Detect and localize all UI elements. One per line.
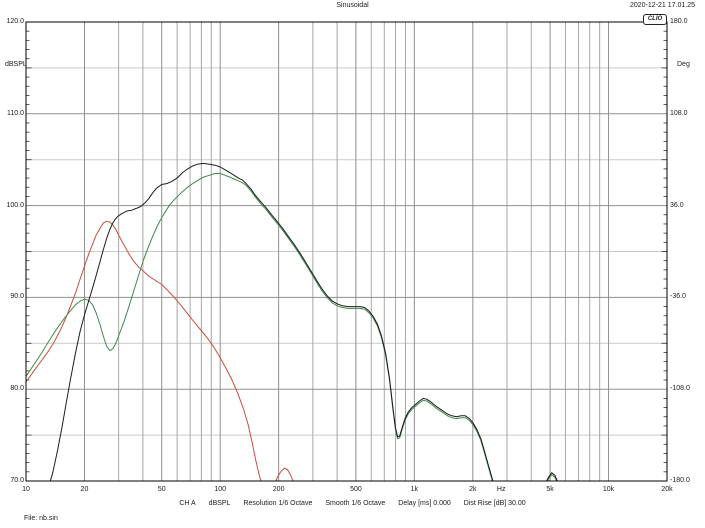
plot-frame [25,21,668,482]
status-item: dBSPL [208,500,231,507]
y-axis-unit-left: dBSPL [5,61,27,68]
status-item: Dist Rise [dB] 30.00 [463,500,526,507]
chart-title: Sinusoidal [336,2,369,9]
y-axis-tick-label-left: 80.0 [10,385,24,393]
y-axis-tick-label-right: 180.0 [670,18,688,25]
x-axis-tick-label: 20 [80,486,89,493]
y-axis-tick-label-left: 110.0 [7,109,24,117]
x-axis-tick-label: 50 [157,486,166,493]
status-item: CH A [179,500,196,507]
y-axis-unit-right: Deg [677,61,690,68]
y-axis-tick-label-right: 108.0 [670,109,688,117]
y-axis-tick-label-right: 36.0 [670,201,684,209]
status-item: Delay [ms] 0.000 [398,500,451,507]
x-axis-unit: Hz [496,486,506,493]
x-axis-tick-label: 200 [272,486,285,493]
y-axis-tick-label-right: -36.0 [670,293,686,301]
x-axis-tick-label: 500 [350,486,362,493]
x-axis-tick-label: 10 [22,486,30,493]
green-curve [26,173,558,481]
status-bar: CH A dBSPL Resolution 1/6 Octave Smooth 1/6… [0,500,705,507]
x-axis-tick-label: 2k [469,486,477,493]
status-item: Smooth 1/6 Octave [325,500,386,507]
x-axis-tick-label: 5k [546,486,554,493]
clio-logo: CLIO [643,14,667,25]
y-axis-tick-label-left: 70.0 [10,477,24,484]
x-axis-tick-label: 100 [214,486,227,493]
y-axis-tick-label-right: -180.0 [670,477,690,484]
y-axis-tick-label-right: -108.0 [670,385,690,393]
x-axis-tick-label: 20k [661,486,673,493]
file-name-label: File: nb.sin [24,515,58,522]
y-axis-tick-label-left: 100.0 [6,201,24,209]
black-curve [49,162,558,481]
y-axis-tick-label-left: 90.0 [10,293,24,301]
y-axis-tick-label-left: 120.0 [6,18,24,25]
red-curve [26,220,294,481]
x-axis-tick-label: 1k [410,486,419,493]
timestamp: 2020-12-21 17.01.25 [630,2,695,9]
status-item: Resolution 1/6 Octave [243,500,313,507]
x-axis-tick-label: 10k [602,486,615,493]
